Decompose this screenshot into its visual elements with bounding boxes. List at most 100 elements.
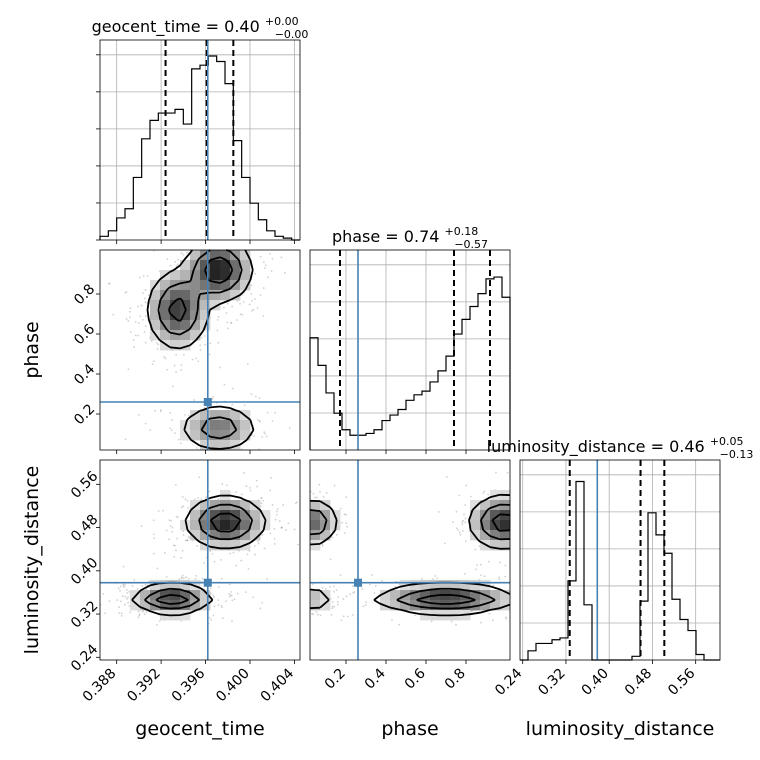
density-cell [160, 340, 171, 351]
sample-point [288, 427, 291, 429]
sample-point [329, 585, 332, 588]
sample-point [364, 604, 367, 607]
density-cell [230, 530, 241, 541]
sample-point [259, 607, 262, 610]
sample-point [203, 562, 206, 564]
sample-point [195, 357, 197, 360]
sample-point [126, 598, 128, 600]
density-cell [440, 600, 451, 611]
sample-point [346, 615, 349, 618]
sample-point [119, 585, 122, 588]
density-cell [190, 530, 201, 541]
density-cell [220, 510, 231, 521]
density-cell [470, 520, 481, 531]
sample-point [315, 496, 318, 499]
sample-point [230, 590, 233, 593]
y-tick-label: 0.4 [71, 361, 98, 388]
sample-point [313, 496, 316, 499]
x-tick-label: 0.400 [213, 666, 253, 706]
sample-point [293, 528, 296, 531]
density-cell [210, 540, 221, 551]
density-cell [180, 340, 191, 351]
sample-point [483, 490, 486, 493]
sample-point [186, 539, 189, 542]
sample-point [461, 520, 464, 523]
sample-point [180, 506, 183, 509]
sample-point [352, 591, 355, 594]
density-cell [200, 250, 211, 261]
density-cell [320, 510, 331, 521]
sample-point [180, 364, 183, 366]
sample-point [260, 502, 263, 505]
density-cell [200, 280, 211, 291]
sample-point [421, 577, 424, 580]
density-cell [230, 290, 241, 301]
sample-point [498, 576, 501, 579]
sample-point [262, 287, 265, 289]
sample-point [157, 343, 160, 346]
sample-point [150, 340, 153, 342]
panel-frame [519, 459, 721, 661]
density-cell [250, 520, 261, 531]
sample-point [253, 435, 255, 438]
sample-point [176, 537, 178, 540]
contour-line [157, 249, 243, 440]
density-cell [500, 600, 511, 611]
sample-point [165, 575, 168, 578]
y-tick-label: 0.48 [68, 512, 101, 545]
sample-point [142, 318, 144, 321]
title-phase-sub: −0.57 [454, 238, 488, 251]
sample-point [122, 585, 125, 587]
sample-point [108, 282, 111, 284]
sample-point [144, 325, 147, 328]
sample-point [144, 289, 147, 291]
density-cell [130, 600, 141, 611]
density-cell [480, 500, 491, 511]
sample-point [361, 588, 364, 590]
density-cell [210, 410, 221, 421]
density-cell [230, 430, 241, 441]
title-geocent_time: geocent_time = 0.40 +0.00 −0.00 [92, 10, 309, 41]
sample-point [159, 410, 162, 413]
sample-point [124, 595, 127, 598]
sample-point [212, 614, 215, 617]
sample-point [280, 256, 283, 259]
sample-point [346, 525, 349, 528]
sample-point [250, 292, 253, 295]
sample-point [142, 274, 145, 277]
sample-point [336, 600, 339, 603]
density-cell [400, 600, 411, 611]
density-cell [160, 310, 171, 321]
sample-point [239, 302, 241, 305]
sample-point [157, 510, 160, 512]
sample-point [123, 586, 126, 589]
sample-point [443, 542, 446, 545]
density-cell [500, 590, 511, 601]
sample-point [186, 499, 189, 502]
sample-point [317, 613, 319, 616]
sample-point [311, 612, 313, 615]
sample-point [129, 331, 132, 333]
sample-point [254, 298, 256, 301]
density-cell [180, 310, 191, 321]
sample-point [274, 411, 277, 414]
sample-point [464, 521, 467, 524]
density-cell [390, 590, 401, 601]
sample-point [436, 577, 439, 580]
sample-point [132, 339, 135, 341]
sample-point [204, 343, 206, 346]
sample-point [459, 533, 462, 536]
sample-point [217, 599, 220, 602]
sample-point [182, 505, 185, 508]
sample-point [140, 525, 143, 528]
sample-point [478, 545, 481, 548]
sample-point [343, 532, 346, 535]
density-cell [480, 520, 491, 531]
density-cell [160, 600, 171, 611]
sample-point [128, 310, 131, 313]
sample-point [256, 307, 259, 309]
sample-point [120, 615, 123, 617]
density-cell [480, 510, 491, 521]
sample-point [260, 497, 263, 500]
sample-point [125, 318, 128, 320]
